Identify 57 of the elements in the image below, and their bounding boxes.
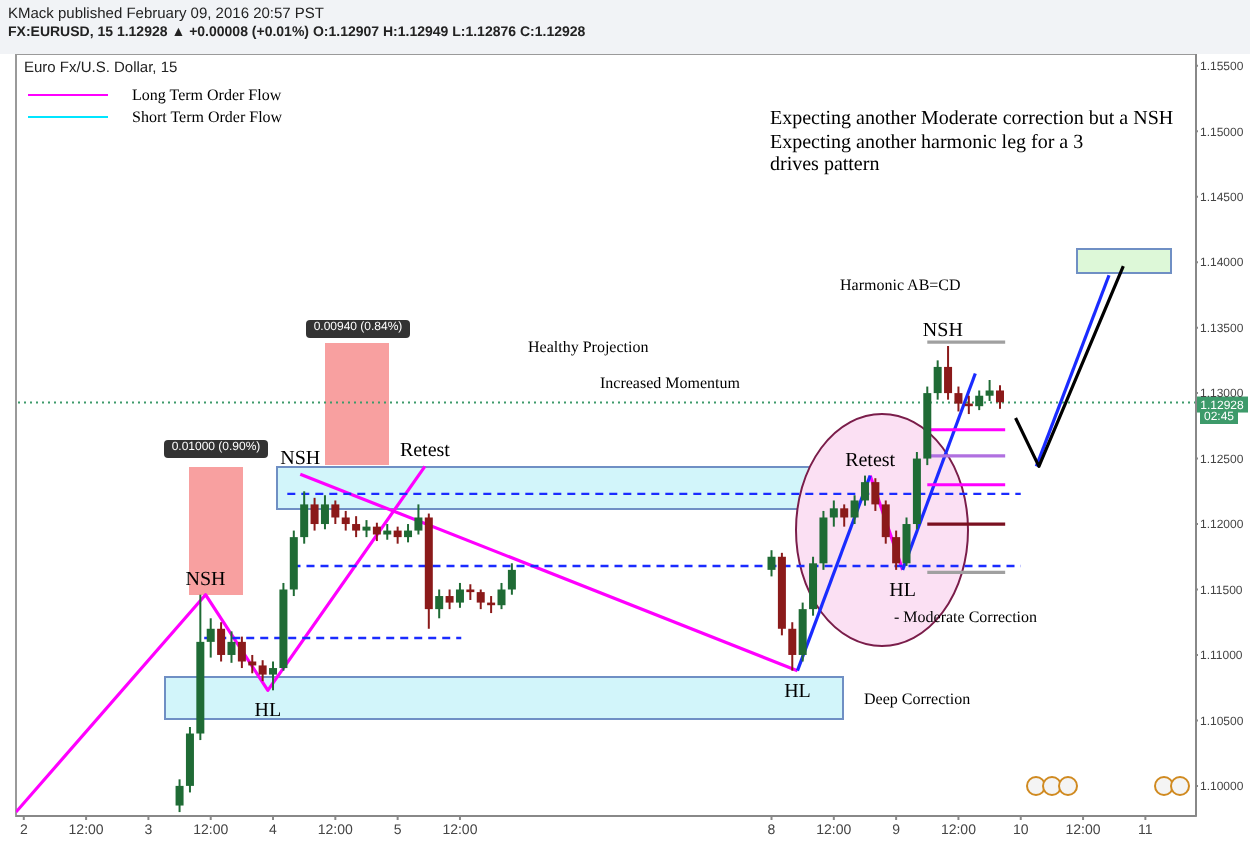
- candlestick: [944, 344, 953, 401]
- candlestick: [476, 588, 485, 611]
- candlestick: [809, 555, 818, 617]
- candlestick: [269, 660, 278, 692]
- annotation: Retest: [399, 440, 451, 463]
- candlestick: [331, 499, 340, 526]
- candlestick: [258, 659, 267, 683]
- annotation: HL: [254, 700, 282, 723]
- annotation: Healthy Projection: [528, 338, 649, 358]
- candlestick: [206, 617, 215, 659]
- annotation: NSH: [280, 448, 321, 471]
- candlestick: [497, 581, 506, 611]
- annotation: Harmonic AB=CD: [840, 276, 961, 296]
- annotation: Increased Momentum: [600, 374, 740, 394]
- annotation: Short Term Order Flow: [132, 108, 283, 126]
- candlestick: [227, 630, 236, 664]
- candlestick: [435, 588, 444, 620]
- annotation: Expecting another Moderate correction but a NSH: [770, 108, 1174, 130]
- candlestick: [788, 621, 797, 672]
- candlestick: [892, 529, 901, 571]
- candlestick: [985, 379, 994, 402]
- annotation: Retest: [845, 449, 896, 472]
- candlestick: [237, 635, 246, 670]
- candlestick: [819, 509, 828, 571]
- candlestick: [954, 385, 963, 413]
- candlestick: [840, 503, 849, 528]
- candlestick: [933, 359, 942, 401]
- legend-label: Long Term Order Flow: [132, 86, 282, 104]
- annotation: HL: [784, 680, 811, 703]
- candlestick: [767, 549, 776, 578]
- candlestick: [217, 621, 226, 663]
- candlestick: [175, 778, 184, 814]
- candlestick: [975, 389, 984, 412]
- candlestick: [881, 499, 890, 545]
- candlestick: [902, 516, 911, 567]
- candlestick: [320, 494, 329, 531]
- annotation: Expecting another harmonic leg for a 3 drives pattern: [770, 132, 1086, 176]
- candlestick: [860, 474, 869, 507]
- candlestick: [455, 581, 464, 609]
- candlestick: [850, 494, 859, 526]
- candlestick: [300, 490, 309, 545]
- candlestick: [372, 521, 381, 543]
- candlestick: [352, 515, 361, 539]
- annotation: HL: [889, 579, 916, 602]
- candlestick: [798, 601, 807, 663]
- candlestick: [445, 588, 454, 611]
- candlestick: [995, 384, 1004, 410]
- annotation: NSH: [185, 568, 226, 591]
- candlestick: [404, 523, 413, 544]
- annotation: NSH: [922, 319, 963, 342]
- candlestick: [414, 503, 423, 536]
- candlestick: [507, 562, 516, 596]
- candlestick: [871, 477, 880, 512]
- candlestick: [829, 499, 838, 528]
- annotation: Deep Correction: [864, 690, 971, 710]
- candlestick: [341, 509, 350, 532]
- candlestick: [310, 496, 319, 532]
